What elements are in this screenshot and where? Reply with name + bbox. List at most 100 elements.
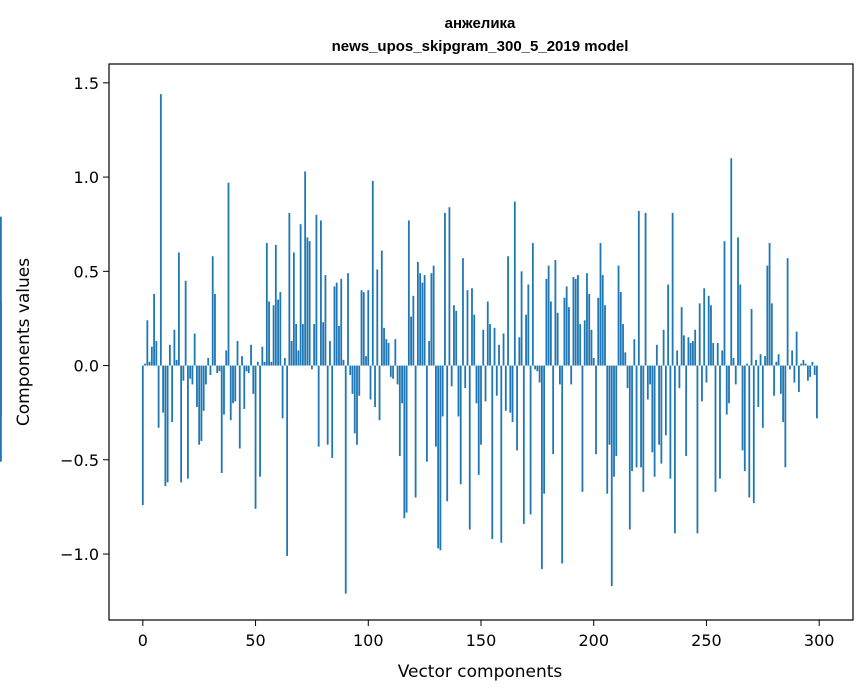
- bar-220: [637, 211, 640, 366]
- bar-234: [669, 365, 672, 479]
- bar-83: [329, 341, 331, 366]
- bar-239: [680, 307, 683, 366]
- y-axis-ticks: −1.0 −0.5 0.0 0.5 1.0 1.5: [60, 74, 109, 564]
- bar-103: [374, 365, 376, 408]
- bar-21: [189, 365, 192, 379]
- bar-129: [432, 265, 435, 366]
- bar-15: [175, 359, 178, 366]
- bar-274: [759, 354, 762, 366]
- x-tick-label: 300: [804, 631, 835, 650]
- bar-124: [421, 282, 424, 366]
- bar-238: [678, 365, 681, 389]
- bar-153: [486, 301, 489, 366]
- bar-114: [398, 365, 401, 457]
- bar-190: [570, 365, 573, 385]
- bar-293: [802, 359, 805, 366]
- bar-181: [549, 301, 552, 366]
- bar-169: [522, 365, 525, 524]
- bar-140: [457, 365, 460, 417]
- bar-81: [324, 275, 327, 366]
- bar-122: [416, 261, 419, 366]
- bar-279: [770, 303, 773, 366]
- bar-134: [444, 212, 446, 366]
- bar-196: [583, 320, 586, 366]
- bar-16: [177, 252, 180, 366]
- bar-284: [782, 365, 785, 423]
- bar-189: [568, 307, 570, 366]
- bar-62: [281, 365, 284, 419]
- bar-283: [779, 365, 782, 394]
- bar-218: [633, 339, 636, 366]
- bar-292: [800, 363, 803, 366]
- bar-109: [387, 342, 390, 366]
- bar-0: [141, 365, 144, 506]
- bar-255: [716, 342, 719, 366]
- bar-225: [649, 365, 651, 385]
- bar-280: [773, 365, 775, 396]
- bar-10: [164, 365, 167, 487]
- y-tick-label: −0.5: [60, 451, 99, 470]
- bar-87: [338, 325, 340, 366]
- bar-263: [734, 365, 737, 385]
- bar-268: [746, 363, 748, 366]
- x-tick-label: 100: [353, 631, 384, 650]
- bar-294: [804, 363, 807, 366]
- bar-260: [728, 365, 730, 404]
- bar-6: [155, 341, 158, 366]
- bar-266: [741, 365, 744, 451]
- bar-71: [301, 324, 304, 366]
- bar-38: [227, 182, 230, 366]
- bar-166: [516, 365, 518, 451]
- bar-152: [484, 365, 487, 402]
- bar-168: [520, 271, 523, 366]
- bar-155: [491, 365, 494, 539]
- bar-32: [214, 293, 216, 366]
- bar-205: [604, 305, 606, 366]
- bar-201: [595, 365, 597, 455]
- bar-231: [662, 329, 665, 366]
- bar-275: [761, 365, 764, 428]
- bar-74: [308, 241, 311, 366]
- bar-79: [320, 220, 322, 366]
- bar-112: [394, 339, 397, 366]
- bar-248: [701, 365, 703, 402]
- bar-8: [159, 94, 162, 366]
- bar-249: [703, 288, 706, 366]
- bar-110: [389, 365, 392, 377]
- bar-285: [784, 365, 787, 468]
- bar-206: [606, 365, 609, 494]
- bar-88: [340, 278, 343, 366]
- bar-58: [272, 305, 275, 366]
- bar-96: [358, 365, 361, 396]
- bar-217: [631, 365, 633, 472]
- bar-180: [547, 265, 550, 366]
- bar-262: [732, 358, 735, 366]
- bar-78: [317, 365, 320, 447]
- bar-20: [187, 365, 189, 479]
- bar-48: [250, 344, 252, 366]
- bar-141: [459, 365, 462, 485]
- bar-254: [714, 365, 717, 492]
- bar-165: [513, 201, 516, 366]
- bar-85: [333, 286, 336, 366]
- bar-46: [245, 365, 248, 372]
- bar-167: [518, 337, 521, 366]
- bar-237: [676, 350, 679, 366]
- bar-50: [254, 365, 257, 509]
- bar-270: [750, 309, 753, 366]
- bar-244: [692, 341, 694, 366]
- bar-211: [617, 265, 620, 366]
- bar-303: [0, 365, 2, 462]
- bar-250: [705, 365, 708, 383]
- bar-44: [241, 356, 243, 366]
- bar-23: [193, 333, 196, 366]
- bar-241: [685, 365, 688, 457]
- bar-200: [592, 358, 595, 366]
- bar-173: [531, 243, 534, 366]
- bar-150: [480, 365, 482, 445]
- bar-26: [200, 365, 203, 441]
- y-tick-label: −1.0: [60, 545, 99, 564]
- bar-90: [344, 365, 347, 594]
- bar-157: [495, 365, 498, 396]
- bar-213: [622, 324, 624, 366]
